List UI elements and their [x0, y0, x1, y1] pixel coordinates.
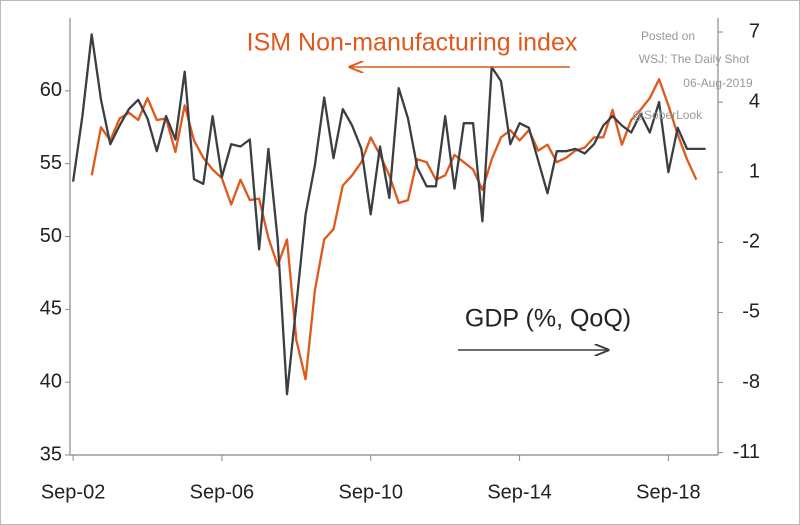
- y2-tick-label: -5: [742, 301, 760, 323]
- series-line: [90, 78, 698, 381]
- y2-tick-label: 7: [749, 20, 760, 42]
- watermark: Posted on: [641, 29, 695, 43]
- y-tick-label: 40: [40, 370, 62, 392]
- x-tick-label: Sep-18: [636, 481, 701, 503]
- y2-tick-label: -2: [742, 231, 760, 253]
- series-line: [71, 33, 706, 396]
- y2-tick-label: 4: [749, 90, 760, 112]
- y-tick-label: 50: [40, 225, 62, 247]
- y-tick-label: 60: [40, 79, 62, 101]
- series-label: GDP (%, QoQ): [465, 305, 631, 333]
- y-tick-label: 55: [40, 152, 62, 174]
- y2-tick-label: -11: [733, 441, 760, 463]
- x-tick-label: Sep-10: [338, 481, 403, 503]
- y2-tick-label: 1: [749, 161, 760, 183]
- watermark: WSJ: The Daily Shot: [639, 52, 750, 66]
- x-tick-label: Sep-02: [41, 481, 106, 503]
- x-tick-label: Sep-14: [487, 481, 552, 503]
- series-label: ISM Non-manufacturing index: [247, 29, 578, 57]
- y-tick-label: 35: [40, 443, 62, 465]
- watermark: 06-Aug-2019: [683, 76, 753, 90]
- x-tick-label: Sep-06: [190, 481, 255, 503]
- plot-area: 35 40 45 50 55 60 -11 -8 -5 -2 1 4 7 Sep-02 Sep-06 Sep-…: [40, 18, 760, 503]
- y2-tick-label: -8: [742, 371, 760, 393]
- watermark: @SoberLook: [632, 108, 703, 122]
- y-tick-label: 45: [40, 298, 62, 320]
